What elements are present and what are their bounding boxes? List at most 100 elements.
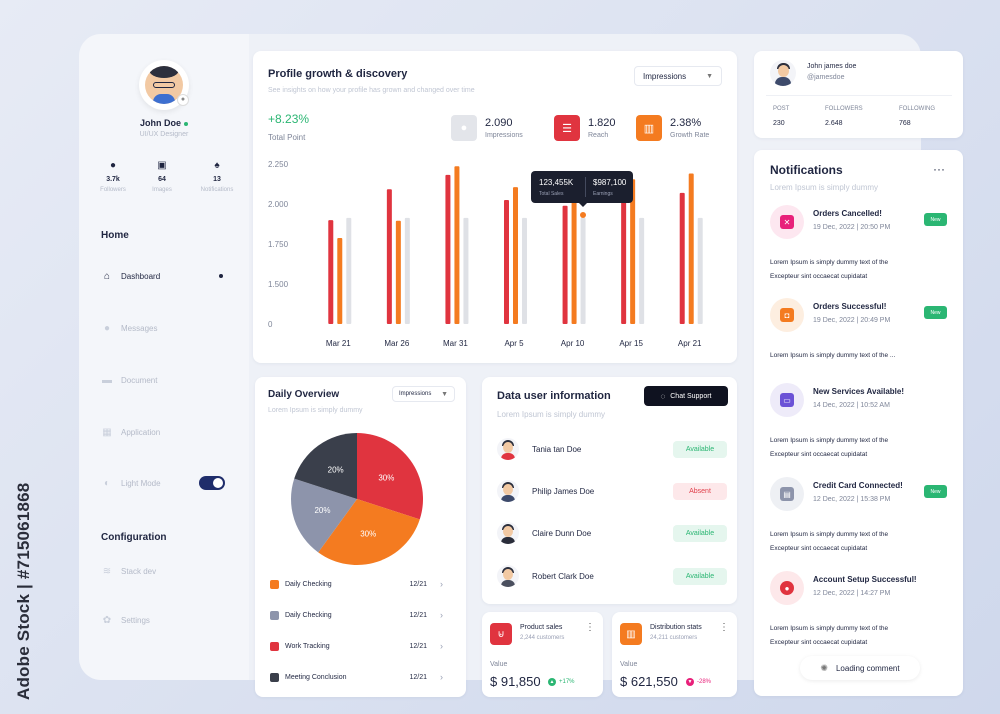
user-row[interactable]: Philip James Doe Absent (497, 479, 727, 503)
notification-date: 19 Dec, 2022 | 20:49 PM (813, 317, 891, 324)
notifications-subtitle: Lorem Ipsum is simply dummy (770, 183, 879, 192)
user-row[interactable]: Claire Dunn Doe Available (497, 521, 727, 545)
light-mode-toggle[interactable] (199, 476, 225, 490)
bar-impressions (346, 217, 352, 324)
growth-bar-chart: 0 1.500 1.750 2.000 2.250 Mar 21 Mar 26 Mar 31 A… (268, 160, 703, 348)
product-sales-title: Product sales (520, 624, 563, 631)
notification-line: Lorem Ipsum is simply dummy text of the (770, 531, 889, 538)
user-row[interactable]: Tania tan Doe Available (497, 437, 727, 461)
user-name: Tania tan Doe (532, 444, 582, 454)
nav-label: Dashboard (121, 271, 161, 281)
legend-swatch (270, 610, 279, 620)
image-icon: ▣ (157, 160, 167, 171)
notification-line: Lorem Ipsum is simply dummy text of the (770, 259, 889, 266)
legend-swatch (270, 579, 279, 589)
notification-body: Lorem Ipsum is simply dummy text of the … (770, 349, 954, 363)
notification-body: Lorem Ipsum is simply dummy text of the E… (770, 622, 954, 650)
message-icon: ● (103, 322, 111, 334)
notification-title: Orders Successful! (813, 302, 887, 311)
legend-row[interactable]: Daily Checking 12/21 › (270, 577, 453, 591)
legend-row[interactable]: Daily Checking 12/21 › (270, 608, 453, 622)
nav-stack-dev[interactable]: ≋ Stack dev (101, 563, 231, 579)
notification-icon-wrap: ● (770, 571, 804, 605)
nav-light-mode[interactable]: ◐ Light Mode (101, 475, 231, 491)
x-tick-label: Apr 15 (619, 339, 643, 348)
notification-date: 19 Dec, 2022 | 20:50 PM (813, 224, 891, 231)
nav-settings[interactable]: ✿ Settings (101, 612, 231, 628)
nav-dashboard[interactable]: ⌂ Dashboard (101, 268, 231, 284)
product-sales-card[interactable]: ⊌ Product sales 2,244 customers ⋮ Value … (482, 612, 603, 697)
camera-icon[interactable]: ● (177, 94, 189, 106)
nav-label: Application (121, 427, 161, 437)
user-row[interactable]: Robert Clark Doe Available (497, 564, 727, 588)
distribution-value: $ 621,550 (620, 674, 678, 689)
notification-title: Account Setup Successful! (813, 575, 917, 584)
growth-change: +8.23% (268, 112, 310, 126)
impressions-dropdown[interactable]: Impressions ▼ (634, 66, 722, 86)
stat-notifications[interactable]: ♠ 13 Notifications (197, 160, 237, 193)
notification-body: Lorem Ipsum is simply dummy text of the E… (770, 256, 954, 284)
legend-swatch (270, 641, 279, 651)
distribution-stats-card[interactable]: ▥ Distribution stats 24,211 customers ⋮ … (612, 612, 737, 697)
pie-slice (318, 499, 420, 565)
notification-body: Lorem Ipsum is simply dummy text of the E… (770, 528, 954, 556)
pie-slice-label: 20% (328, 466, 344, 475)
legend-date: 12/21 (409, 673, 427, 681)
kpi-value: 1.820 (588, 117, 616, 129)
tooltip-earnings-label: Earnings (593, 191, 613, 197)
bar-reach (328, 220, 334, 324)
value-label: Value (490, 661, 508, 668)
pie-slice-label: 30% (378, 474, 394, 483)
group-icon: ☰ (554, 115, 580, 141)
legend-label: Work Tracking (285, 642, 330, 650)
profile-mini-card[interactable]: John james doe @jamesdoe POST 230 FOLLOW… (754, 51, 963, 138)
legend-row[interactable]: Meeting Conclusion 12/21 › (270, 670, 453, 684)
chat-support-button[interactable]: ◌ Chat Support (644, 386, 728, 406)
more-horizontal-icon[interactable]: ··· (933, 162, 945, 176)
nav-application[interactable]: ▦ Application (101, 424, 231, 440)
bell-icon: ♠ (214, 160, 220, 171)
notification-title: Credit Card Connected! (813, 481, 903, 490)
status-badge: Absent (673, 482, 727, 500)
status-badge: Available (673, 440, 727, 458)
bar-reach (679, 192, 685, 324)
followers-value: 2.648 (825, 120, 843, 127)
y-tick-label: 1.500 (268, 280, 289, 289)
avatar[interactable]: ● (139, 60, 189, 110)
pie-slice-label: 30% (360, 530, 376, 539)
notification-title: New Services Available! (813, 387, 905, 396)
chart-tooltip: 123,455K Total Sales $987,100 Earnings (531, 171, 633, 203)
notification-body: Lorem Ipsum is simply dummy text of the E… (770, 434, 954, 462)
following-value: 768 (899, 120, 911, 127)
grid-icon: ▦ (102, 426, 112, 438)
bar-reach (445, 174, 451, 324)
value-label: Value (620, 661, 638, 668)
x-tick-label: Apr 10 (561, 339, 585, 348)
loading-comment-button[interactable]: ✺ Loading comment (800, 656, 920, 680)
stat-images[interactable]: ▣ 64 Images (142, 160, 182, 193)
avatar-body (775, 77, 791, 86)
legend-row[interactable]: Work Tracking 12/21 › (270, 639, 453, 653)
watermark: Adobe Stock | #715061868 (14, 482, 33, 700)
kpi-value: 2.38% (670, 117, 702, 129)
nav-messages[interactable]: ● Messages (101, 320, 231, 336)
legend-label: Daily Checking (285, 611, 332, 619)
avatar-face (503, 484, 513, 495)
bar-growth-rate (513, 187, 518, 324)
more-vertical-icon[interactable]: ⋮ (719, 622, 729, 633)
bar-impressions (522, 217, 527, 324)
user-avatar (497, 480, 519, 502)
avatar-body (501, 495, 515, 502)
legend-label: Meeting Conclusion (285, 673, 347, 681)
more-vertical-icon[interactable]: ⋮ (585, 622, 595, 633)
stat-followers[interactable]: ● 3.7k Followers (93, 160, 133, 193)
kpi-reach: ☰ 1.820 Reach (554, 114, 616, 142)
daily-dropdown[interactable]: Impressions ▼ (392, 386, 455, 402)
nav-document[interactable]: ▬ Document (101, 372, 231, 388)
total-point-label: Total Point (268, 133, 306, 142)
status-badge: Available (673, 567, 727, 585)
chevron-down-icon: ▼ (441, 390, 448, 398)
notification-line: Excepteur sint occaecat cupidatat (770, 545, 868, 552)
distribution-title: Distribution stats (650, 624, 702, 631)
notification-date: 12 Dec, 2022 | 14:27 PM (813, 590, 891, 597)
